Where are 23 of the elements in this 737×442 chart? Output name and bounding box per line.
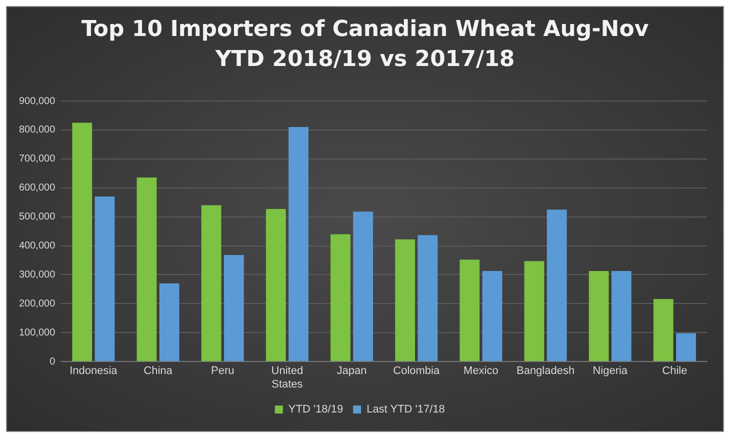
legend-label: YTD '18/19 xyxy=(288,404,344,416)
y-tick-label: 600,000 xyxy=(18,182,56,194)
x-tick-label: Peru xyxy=(210,365,234,378)
y-tick-label: 800,000 xyxy=(18,124,56,136)
y-tick-label: 0 xyxy=(50,356,56,368)
y-tick-label: 500,000 xyxy=(18,212,56,223)
x-tick-label: Indonesia xyxy=(70,365,118,378)
y-tick-label: 900,000 xyxy=(18,96,56,107)
x-tick-label: Bangladesh xyxy=(516,365,575,378)
x-tick-label: Japan xyxy=(336,365,367,378)
x-tick-label: Colombia xyxy=(393,365,440,378)
legend-label: Last YTD '17/18 xyxy=(366,404,445,416)
x-tick-label: China xyxy=(144,365,174,378)
y-tick-label: 700,000 xyxy=(18,154,56,165)
chart-title: Top 10 Importers of Canadian Wheat Aug-Nov YTD 2018/19 vs 2017/18 xyxy=(80,16,650,74)
x-tick-label: United States xyxy=(271,365,304,390)
y-tick-label: 100,000 xyxy=(18,327,56,338)
y-tick-label: 300,000 xyxy=(18,269,56,280)
y-tick-label: 400,000 xyxy=(18,240,56,252)
y-tick-label: 200,000 xyxy=(18,298,56,310)
x-tick-label: Chile xyxy=(662,365,688,378)
x-tick-label: Mexico xyxy=(464,365,498,378)
x-tick-label: Nigeria xyxy=(592,365,628,378)
